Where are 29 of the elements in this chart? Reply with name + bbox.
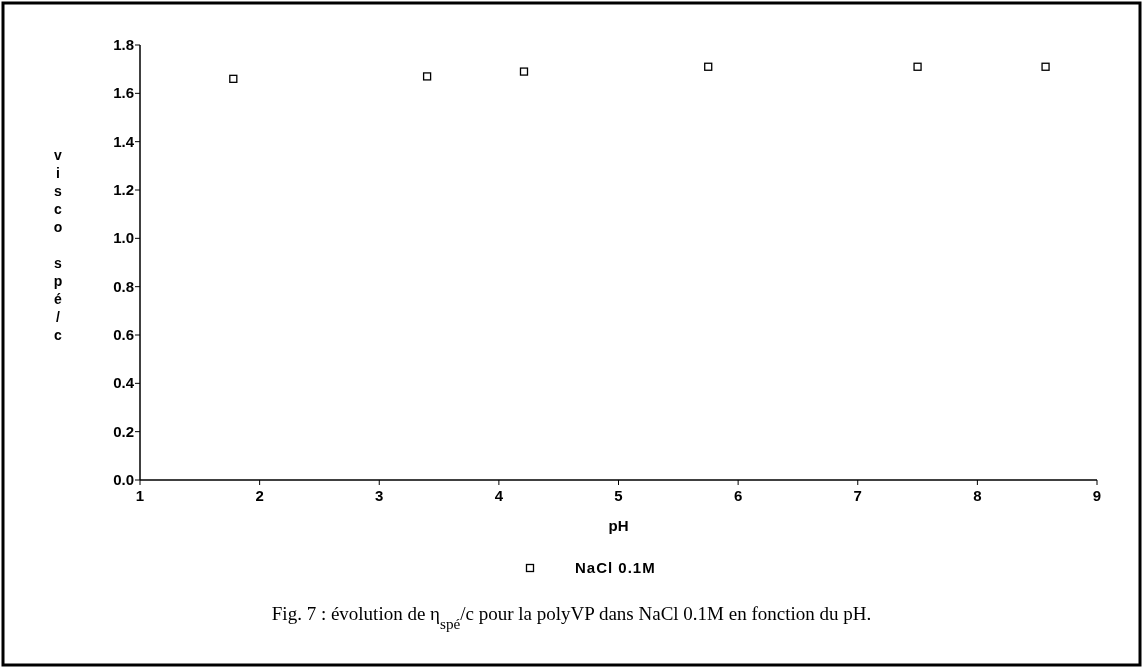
x-tick-label: 5 bbox=[614, 487, 623, 504]
x-tick-label: 4 bbox=[494, 487, 504, 504]
y-tick-label: 1.8 bbox=[113, 36, 134, 53]
point bbox=[704, 62, 713, 71]
point bbox=[229, 74, 238, 83]
x-tick-label: 8 bbox=[973, 487, 982, 504]
caption: Fig. 7 : évolution de η$_{spé}$/c pour la polyVP dans NaCl 0.1M en fonction du pH. bbox=[271, 603, 872, 632]
x-tick-label: 2 bbox=[255, 487, 264, 504]
x-tick-label: 6 bbox=[733, 487, 743, 504]
x-tick-label: 9 bbox=[1092, 487, 1102, 504]
y-tick-label: 1.4 bbox=[113, 132, 135, 150]
x-tick-label: 7 bbox=[853, 487, 862, 504]
point bbox=[913, 62, 922, 71]
text: NaCl 0.1M bbox=[575, 559, 656, 576]
y-tick-label: 1.0 bbox=[113, 229, 134, 247]
point bbox=[422, 72, 432, 81]
y-tick-label: 1.6 bbox=[113, 84, 134, 102]
y-tick-label: 0.8 bbox=[113, 277, 134, 295]
x-axis-title: pH bbox=[608, 517, 629, 534]
x-tick-label: 3 bbox=[375, 487, 384, 504]
text: visco spé/c bbox=[53, 147, 63, 343]
x-tick-label: 1 bbox=[135, 487, 145, 504]
y-tick-label: 0.6 bbox=[113, 326, 134, 343]
y-tick-label: 0.4 bbox=[113, 374, 135, 392]
y-tick-label: 0.0 bbox=[113, 471, 134, 488]
y-tick-label: 1.2 bbox=[113, 181, 134, 198]
point bbox=[1041, 62, 1050, 71]
y-tick-label: 0.2 bbox=[113, 422, 134, 440]
point bbox=[519, 67, 529, 76]
